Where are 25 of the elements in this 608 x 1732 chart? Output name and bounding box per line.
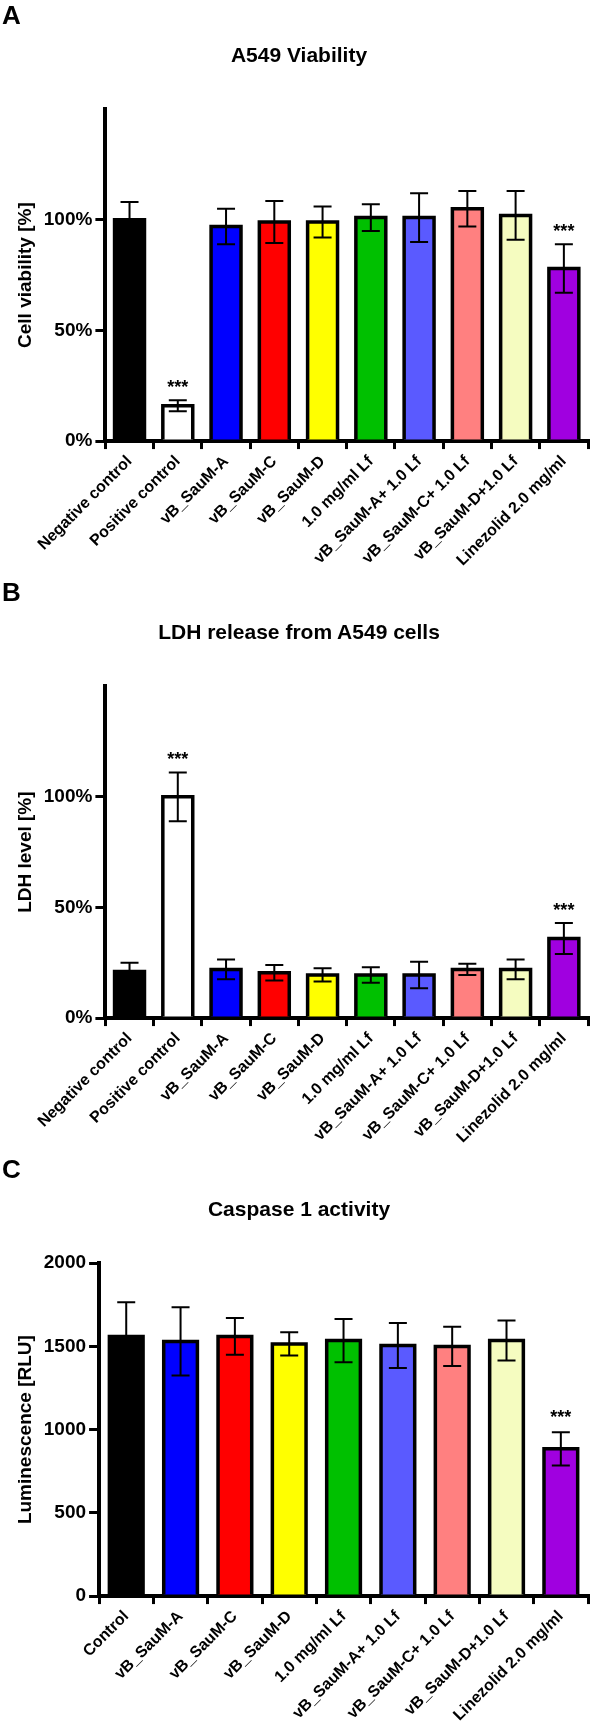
annotation: *** [550,1407,572,1428]
text: B [2,577,21,608]
annotation: *** [553,221,575,242]
y-axis-title: LDH level [%] [13,791,35,913]
y-tick-label: 0% [64,1006,93,1028]
y-tick-label: 1500 [43,1334,87,1356]
y-tick-label: 100% [43,785,93,807]
annotation: *** [167,749,189,770]
y-tick-label: 0 [75,1584,87,1606]
y-tick-label: 2000 [43,1251,87,1273]
y-tick-label: 100% [43,208,93,230]
y-tick-label: 50% [54,895,93,917]
y-tick-label: 50% [54,318,93,340]
y-tick-label: 0% [64,429,93,451]
y-axis-title: Cell viability [%] [13,202,35,348]
annotation: *** [553,899,575,920]
y-tick-label: 1000 [43,1417,87,1439]
chart-title: A549 Viability [230,43,368,67]
text: A [2,0,21,31]
chart-title: LDH release from A549 cells [158,620,440,644]
y-tick-label: 500 [54,1501,87,1523]
annotation: *** [167,377,189,398]
y-axis-title: Luminescence [RLU] [13,1335,35,1525]
chart-title: Caspase 1 activity [207,1197,391,1221]
text: C [2,1154,21,1185]
